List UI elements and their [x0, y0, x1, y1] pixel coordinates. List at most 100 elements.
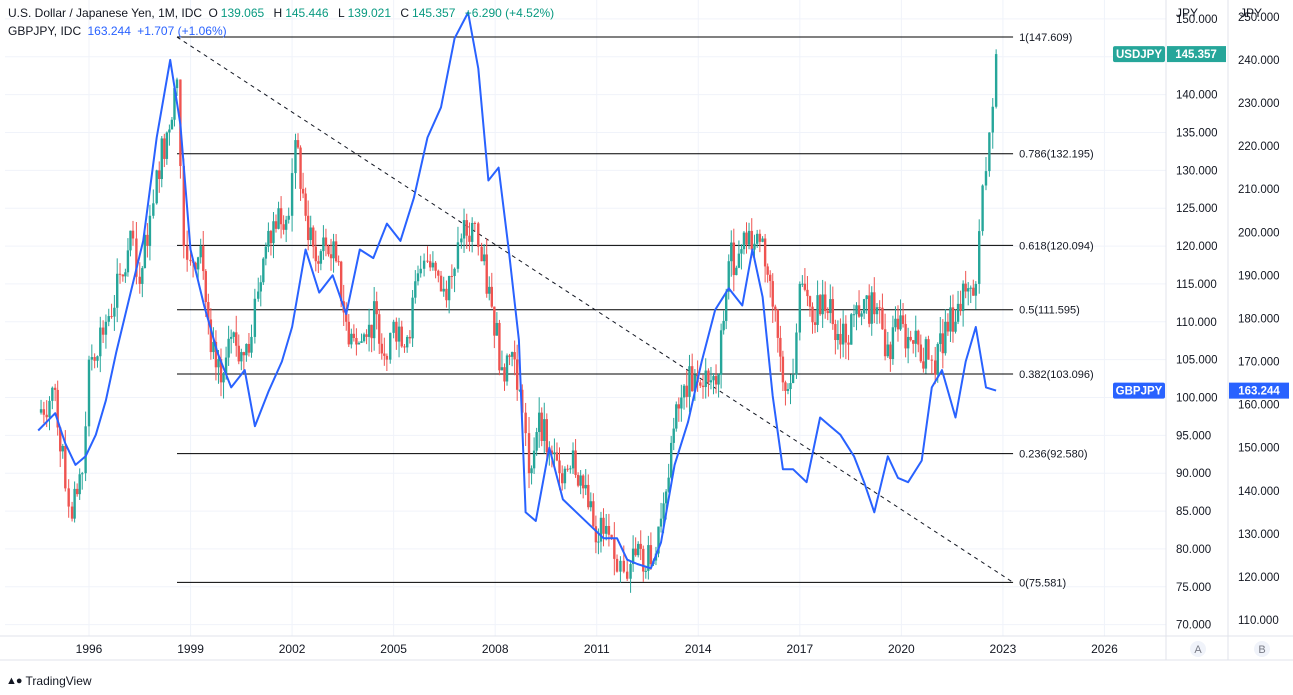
- candle-body: [515, 359, 519, 390]
- trend-line[interactable]: [176, 36, 1014, 583]
- candle-body: [493, 306, 496, 336]
- candle-body: [209, 319, 213, 353]
- axis-b-tick: 150.000: [1238, 443, 1280, 455]
- fibonacci-retracement[interactable]: 1(147.609) 0.786(132.195) 0.618(120.094) 0.…: [177, 32, 1094, 589]
- axis-a-tick: 80.000: [1176, 544, 1211, 556]
- candle-body: [537, 412, 541, 433]
- candle-body: [781, 356, 785, 383]
- candle-body: [447, 275, 451, 301]
- candle-body: [798, 283, 802, 333]
- candle-body: [914, 330, 917, 344]
- candle-body: [829, 299, 832, 314]
- candle-body: [742, 232, 746, 250]
- candle-body: [699, 382, 702, 386]
- candle-body: [669, 442, 673, 478]
- candle-body: [576, 474, 580, 486]
- time-axis-tick: 2011: [584, 642, 610, 656]
- candle-body: [922, 361, 925, 369]
- candle-body: [395, 321, 398, 342]
- candle-body: [141, 268, 144, 284]
- candle-body: [90, 357, 94, 360]
- axis-a-tick: 130.000: [1176, 165, 1218, 177]
- main-change: +6.290 (+4.52%): [464, 6, 555, 20]
- fib-level-label: 1(147.609): [1019, 32, 1072, 44]
- time-axis-tick: 2023: [990, 642, 1017, 656]
- candle-body: [978, 231, 981, 284]
- candle-body: [967, 288, 970, 292]
- axis-a-tick: 70.000: [1176, 620, 1211, 632]
- candle-body: [411, 297, 414, 339]
- candle-body: [747, 230, 751, 245]
- candle-body: [450, 275, 454, 277]
- candle-body: [500, 367, 504, 371]
- candle-body: [561, 473, 564, 484]
- time-axis-tick: 2020: [888, 642, 915, 656]
- candle-body: [904, 323, 907, 349]
- compare-series-legend[interactable]: GBPJPY, IDC 163.244 +1.707 (+1.06%): [8, 24, 230, 38]
- candle-body: [272, 221, 275, 244]
- candle-body: [101, 327, 105, 335]
- candle-body: [954, 321, 957, 332]
- gbpjpy-price-badge-text: 163.244: [1238, 386, 1280, 398]
- candle-body: [397, 326, 401, 342]
- axis-b-tick: 160.000: [1238, 400, 1280, 412]
- tradingview-brand[interactable]: ▲● TradingView: [6, 674, 92, 688]
- candle-body: [370, 324, 373, 339]
- candle-body: [352, 333, 356, 338]
- candle-body: [439, 275, 443, 292]
- candle-body: [709, 380, 713, 383]
- axis-b-tick: 110.000: [1238, 615, 1279, 627]
- candle-body: [116, 273, 119, 308]
- candle-body: [67, 488, 70, 507]
- candle-body: [574, 450, 577, 475]
- candle-body: [717, 374, 720, 385]
- candle-body: [495, 322, 499, 336]
- candle-body: [924, 339, 928, 369]
- candle-body: [662, 503, 665, 519]
- candle-body: [392, 321, 395, 333]
- candle-body: [104, 321, 108, 335]
- candle-body: [690, 366, 694, 392]
- time-axis-tick: 2014: [685, 642, 712, 656]
- candle-body: [378, 314, 381, 344]
- candle-body: [889, 344, 892, 360]
- candle-body: [488, 286, 491, 294]
- candle-body: [118, 273, 122, 275]
- fib-level-label: 0.786(132.195): [1019, 149, 1094, 161]
- axis-b-button: [1254, 641, 1270, 657]
- candle-body: [592, 501, 595, 527]
- chart-frame: [0, 0, 1293, 661]
- candle-body: [758, 233, 762, 242]
- candle-body: [824, 294, 827, 312]
- axis-a-button: [1190, 641, 1206, 657]
- candle-body: [319, 251, 323, 264]
- axis-a-tick: 85.000: [1176, 506, 1211, 518]
- candle-body: [714, 376, 718, 385]
- axis-b-tick: 240.000: [1238, 55, 1280, 67]
- gbpjpy-name-badge: [1113, 382, 1165, 399]
- candle-body: [84, 426, 87, 474]
- axis-a-tick: 105.000: [1176, 355, 1218, 367]
- axis-a-tick: 120.000: [1176, 241, 1218, 253]
- candle-body: [445, 288, 448, 301]
- candle-body: [766, 266, 769, 275]
- candle-body: [294, 140, 297, 174]
- candle-body: [490, 286, 493, 307]
- candle-body: [961, 283, 965, 312]
- candle-body: [290, 173, 294, 216]
- price-axis-a[interactable]: JPY150.000145.000140.000135.000130.00012…: [1176, 6, 1218, 657]
- candle-body: [675, 404, 678, 429]
- time-axis[interactable]: 1996 1999 2002 2005 2008 2011 2014 2017 2020 2023…: [76, 642, 1118, 656]
- candle-body: [138, 276, 141, 284]
- main-series-legend[interactable]: U.S. Dollar / Japanese Yen, 1M, IDC O 139…: [8, 6, 557, 20]
- candle-body: [682, 385, 686, 398]
- candle-body: [602, 517, 605, 534]
- candle-body: [121, 274, 125, 277]
- candle-body: [779, 337, 782, 357]
- candle-body: [267, 230, 270, 247]
- compare-series-name: GBPJPY, IDC: [8, 24, 82, 38]
- candle-body: [906, 336, 910, 349]
- candle-body: [414, 281, 417, 298]
